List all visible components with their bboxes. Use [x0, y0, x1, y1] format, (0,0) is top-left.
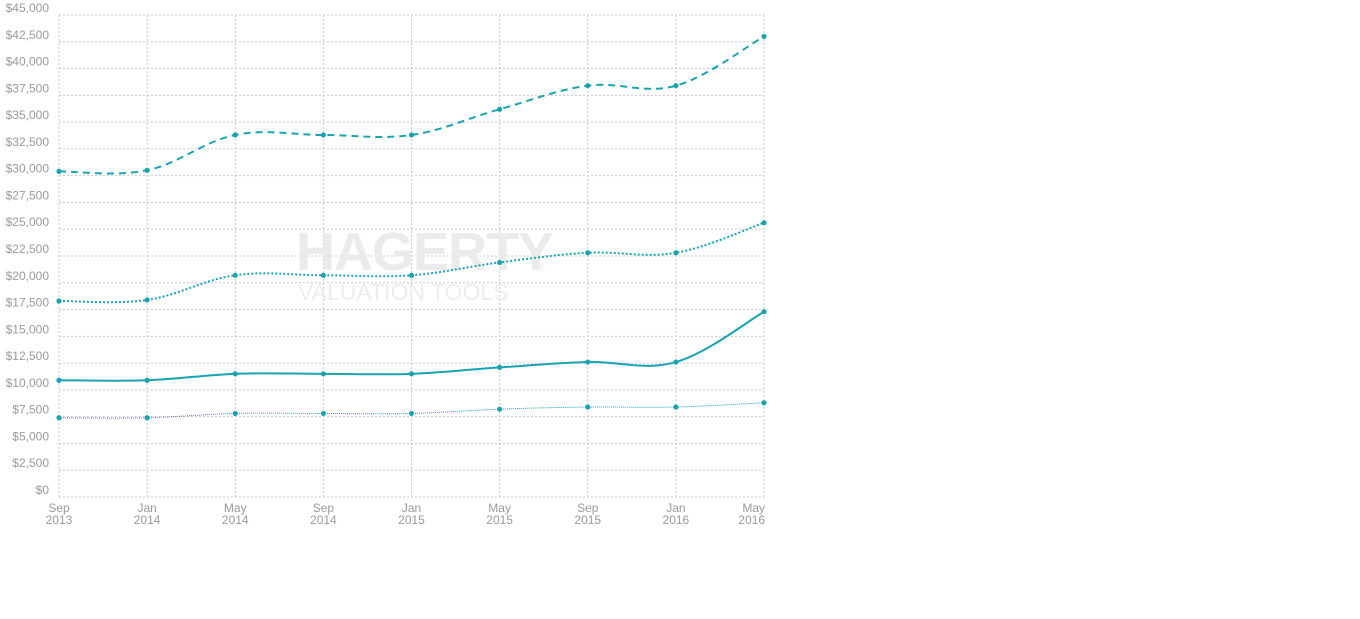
data-point [144, 297, 150, 303]
y-tick-label: $45,000 [6, 1, 50, 15]
data-point [761, 309, 767, 315]
data-point [232, 272, 238, 278]
hagerty-watermark: HAGERTY ® VALUATION TOOLS [296, 222, 555, 305]
data-point [232, 371, 238, 377]
x-tick-month: May [488, 501, 511, 515]
x-tick-label: Jan 2014 [134, 501, 161, 527]
x-tick-year: 2014 [222, 513, 249, 527]
y-tick-label: $15,000 [6, 322, 50, 336]
x-tick-label: Sep 2013 [46, 501, 73, 527]
y-tick-label: $5,000 [12, 429, 49, 443]
x-tick-month: May [224, 501, 247, 515]
data-point [56, 415, 62, 421]
y-tick-label: $20,000 [6, 269, 50, 283]
watermark-registered-mark: ® [536, 261, 545, 275]
data-point [232, 410, 238, 417]
x-tick-year: 2015 [398, 513, 425, 527]
x-tick-year: 2016 [738, 513, 765, 527]
x-tick-year: 2015 [574, 513, 601, 527]
series-dotted [56, 220, 767, 304]
data-point [320, 132, 326, 138]
data-point [497, 106, 503, 112]
x-tick-month: Sep [313, 501, 335, 515]
x-tick-year: 2016 [663, 513, 690, 527]
y-tick-label: $35,000 [6, 108, 50, 122]
data-point [761, 33, 767, 40]
data-point [408, 410, 415, 417]
x-tick-label: Jan 2016 [663, 501, 690, 527]
x-tick-label: Sep 2015 [574, 501, 601, 527]
data-point [761, 220, 767, 226]
data-point [585, 83, 591, 89]
data-point [497, 364, 503, 370]
y-tick-label: $40,000 [6, 55, 50, 69]
series [56, 33, 767, 421]
data-point [232, 132, 238, 138]
data-point [673, 359, 679, 365]
series-line [58, 310, 765, 382]
data-point [56, 377, 62, 383]
data-point [585, 404, 591, 410]
data-point [673, 83, 679, 89]
y-tick-label: $25,000 [6, 215, 50, 229]
y-tick-label: $32,500 [6, 135, 50, 149]
series-dashed [56, 33, 767, 175]
watermark-brand: HAGERTY [296, 222, 554, 282]
y-tick-label: $30,000 [6, 162, 50, 176]
data-point [673, 404, 679, 410]
y-tick-label: $37,500 [6, 81, 50, 95]
y-tick-label: $7,500 [12, 403, 49, 417]
y-tick-label: $27,500 [6, 188, 50, 202]
series-thin [56, 400, 767, 421]
y-tick-label: $12,500 [6, 349, 50, 363]
data-point [144, 377, 150, 383]
data-point [408, 132, 415, 138]
series-solid [56, 309, 767, 383]
y-tick-label: $10,000 [6, 376, 50, 390]
x-tick-year: 2013 [46, 513, 73, 527]
y-tick-label: $2,500 [12, 456, 49, 470]
data-point [408, 272, 415, 278]
x-tick-label: May 2016 [738, 501, 765, 527]
data-point [144, 167, 150, 173]
x-tick-month: Jan [666, 501, 685, 515]
x-tick-month: Sep [577, 501, 599, 515]
x-tick-label: May 2015 [486, 501, 513, 527]
data-point [408, 371, 415, 377]
data-point [673, 250, 679, 256]
x-tick-label: Sep 2014 [310, 501, 337, 527]
data-point [585, 359, 591, 365]
data-point [497, 406, 503, 412]
data-point [56, 298, 62, 304]
data-point [585, 250, 591, 256]
watermark-subtitle: VALUATION TOOLS [298, 279, 508, 305]
x-tick-label: May 2014 [222, 501, 249, 527]
data-point [497, 259, 503, 266]
data-point [320, 410, 326, 417]
y-tick-label: $22,500 [6, 242, 50, 256]
y-tick-label: $42,500 [6, 28, 50, 42]
x-tick-month: May [742, 501, 765, 515]
data-point [320, 272, 326, 278]
x-tick-label: Jan 2015 [398, 501, 425, 527]
x-tick-year: 2014 [310, 513, 337, 527]
x-tick-month: Jan [402, 501, 421, 515]
x-tick-year: 2014 [134, 513, 161, 527]
data-point [56, 168, 62, 174]
data-point [144, 415, 150, 421]
y-axis-ticks: $0 $2,500 $5,000 $7,500 $10,000 $12,500 $15,00… [6, 1, 50, 497]
x-tick-month: Sep [48, 501, 70, 515]
y-tick-label: $0 [36, 483, 50, 497]
x-tick-month: Jan [137, 501, 156, 515]
y-tick-label: $17,500 [6, 296, 50, 310]
x-tick-year: 2015 [486, 513, 513, 527]
data-point [320, 371, 326, 377]
data-point [761, 400, 767, 406]
